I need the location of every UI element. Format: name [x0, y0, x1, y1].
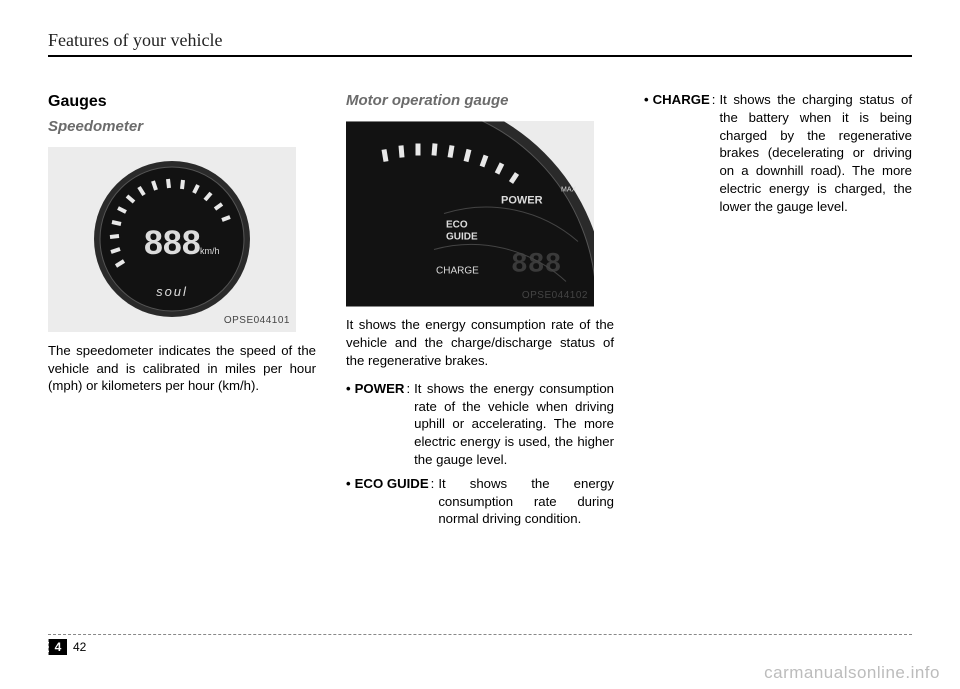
figure-motor-gauge: POWER MAX ECO GUIDE CHARGE 888 OPSE04410…: [346, 121, 594, 306]
bullet-icon: •: [644, 91, 649, 109]
figure-speedometer: 888 km/h soul OPSE044101: [48, 147, 296, 332]
chapter-number: 4: [49, 639, 67, 655]
figure-id-2: OPSE044102: [522, 289, 588, 303]
label-eco2: GUIDE: [446, 231, 478, 242]
speed-unit: km/h: [200, 246, 220, 256]
gauges-heading: Gauges: [48, 91, 316, 113]
page-footer: 4 42: [48, 634, 912, 655]
term-power: • POWER : It shows the energy consumptio…: [346, 380, 614, 469]
label-power: POWER: [501, 194, 543, 206]
label-max: MAX: [561, 186, 577, 193]
motor-gauge: POWER MAX ECO GUIDE CHARGE 888: [346, 121, 594, 306]
page-header: Features of your vehicle: [48, 30, 912, 57]
colon: :: [431, 475, 435, 493]
page-number: 42: [67, 639, 92, 655]
speed-digits: 888: [144, 224, 201, 262]
colon: :: [712, 91, 716, 109]
brand-text: soul: [156, 284, 188, 299]
column-3: • CHARGE : It shows the charging status …: [644, 91, 912, 534]
bullet-icon: •: [346, 380, 351, 398]
bullet-icon: •: [346, 475, 351, 493]
term-charge: • CHARGE : It shows the charging status …: [644, 91, 912, 216]
columns: Gauges Speedometer: [48, 91, 912, 534]
watermark: carmanualsonline.info: [764, 663, 940, 683]
term-eco: • ECO GUIDE : It shows the energy consum…: [346, 475, 614, 528]
term-charge-desc: It shows the charging status of the batt…: [719, 91, 912, 216]
colon: :: [406, 380, 410, 398]
term-power-label: POWER: [355, 380, 405, 398]
label-eco1: ECO: [446, 219, 468, 230]
term-eco-desc: It shows the energy consumption rate dur…: [438, 475, 614, 528]
motor-gauge-heading: Motor operation gauge: [346, 91, 614, 111]
speedometer-gauge: 888 km/h soul: [72, 154, 272, 324]
speedometer-body: The speedometer indicates the speed of t…: [48, 342, 316, 395]
term-power-desc: It shows the energy consumption rate of …: [414, 380, 614, 469]
motor-digits: 888: [511, 249, 561, 280]
label-charge: CHARGE: [436, 265, 479, 276]
term-eco-label: ECO GUIDE: [355, 475, 429, 493]
motor-gauge-body: It shows the energy consumption rate of …: [346, 316, 614, 369]
column-2: Motor operation gauge: [346, 91, 614, 534]
figure-id-1: OPSE044101: [224, 314, 290, 328]
column-1: Gauges Speedometer: [48, 91, 316, 534]
speedometer-heading: Speedometer: [48, 117, 316, 137]
term-charge-label: CHARGE: [653, 91, 710, 109]
